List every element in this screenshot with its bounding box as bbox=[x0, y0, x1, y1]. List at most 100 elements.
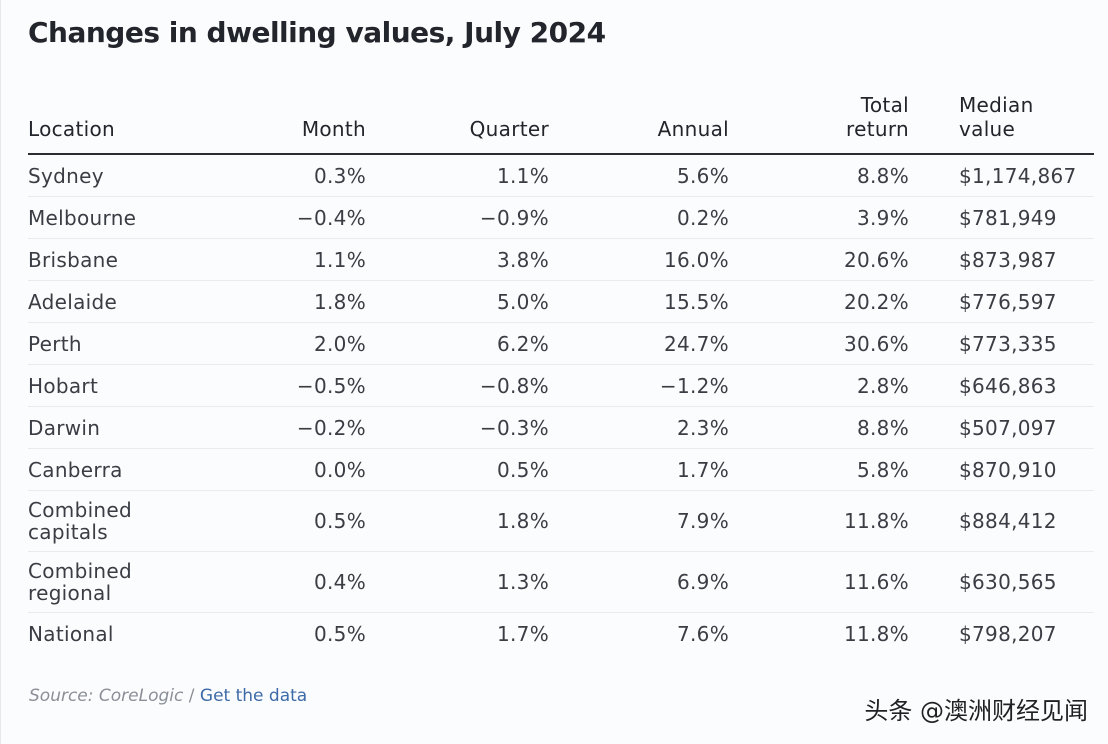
header-quarter: Quarter bbox=[366, 93, 549, 155]
location-label: Perth bbox=[28, 331, 82, 356]
table-row: Combined capitals 0.5% 1.8% 7.9% 11.8% $884,41… bbox=[28, 490, 1094, 552]
cell-annual: 15.5% bbox=[549, 280, 729, 323]
cell-annual: 0.2% bbox=[549, 196, 729, 239]
cell-month: −0.5% bbox=[198, 364, 366, 407]
table-row: Adelaide 1.8% 5.0% 15.5% 20.2% $776,597 bbox=[28, 280, 1094, 323]
table-row: Sydney 0.3% 1.1% 5.6% 8.8% $1,174,867 bbox=[28, 154, 1094, 197]
cell-total-return: 30.6% bbox=[729, 322, 909, 365]
table-row: Hobart −0.5% −0.8% −1.2% 2.8% $646,863 bbox=[28, 364, 1094, 407]
cell-annual: 16.0% bbox=[549, 238, 729, 281]
cell-quarter: 1.7% bbox=[496, 621, 549, 646]
cell-median-value: $884,412 bbox=[909, 490, 1094, 552]
table-row: National 0.5% 1.7% 7.6% 11.8% $798,207 bbox=[28, 613, 1094, 655]
source-separator: / bbox=[183, 686, 200, 706]
cell-month: 0.0% bbox=[198, 448, 366, 491]
location-label: Canberra bbox=[28, 457, 123, 482]
cell-total-return: 11.6% bbox=[729, 551, 909, 613]
cell-quarter: 1.3% bbox=[366, 551, 549, 613]
cell-annual: 7.9% bbox=[549, 490, 729, 552]
table-row: Combined regional 0.4% 1.3% 6.9% 11.6% $630,56… bbox=[28, 551, 1094, 613]
table-row: Canberra 0.0% 0.5% 1.7% 5.8% $870,910 bbox=[28, 448, 1094, 491]
location-label: Melbourne bbox=[28, 205, 137, 230]
header-month: Month bbox=[198, 93, 366, 155]
cell-month: 2.0% bbox=[198, 322, 366, 365]
cell-median-value: $798,207 bbox=[959, 621, 1057, 646]
table-body: Sydney 0.3% 1.1% 5.6% 8.8% $1,174,867 Melbourn… bbox=[28, 154, 1094, 654]
location-label: Sydney bbox=[28, 163, 104, 188]
cell-median-value: $873,987 bbox=[909, 238, 1094, 281]
cell-total-return: 11.8% bbox=[729, 490, 909, 552]
source-label: Source: CoreLogic bbox=[29, 686, 184, 706]
header-median-value: Median value bbox=[909, 93, 1094, 155]
cell-annual: −1.2% bbox=[549, 364, 729, 407]
cell-month: 1.8% bbox=[198, 280, 366, 323]
cell-total-return: 8.8% bbox=[729, 406, 909, 449]
source-note: Source: CoreLogic / Get the data bbox=[29, 686, 307, 706]
header-total-return-line1: Total bbox=[860, 93, 909, 117]
cell-location: Perth bbox=[28, 322, 198, 365]
cell-total-return: 3.9% bbox=[729, 196, 909, 239]
cell-median-value: $1,174,867 bbox=[909, 154, 1094, 197]
cell-median-value: $630,565 bbox=[909, 551, 1094, 613]
cell-total-return: 2.8% bbox=[729, 364, 909, 407]
cell-location: Combined regional bbox=[28, 551, 198, 613]
cell-location: Adelaide bbox=[28, 280, 198, 323]
location-label: Adelaide bbox=[28, 289, 118, 314]
cell-location: Melbourne bbox=[28, 196, 198, 239]
watermark: 头条 @澳洲财经见闻 bbox=[864, 697, 1088, 725]
location-label-line2: regional bbox=[28, 581, 112, 605]
location-label: Darwin bbox=[28, 415, 101, 440]
cell-annual: 24.7% bbox=[549, 322, 729, 365]
header-total-return-line2: return bbox=[846, 117, 909, 141]
cell-location: Combined capitals bbox=[28, 490, 198, 552]
cell-month: 1.1% bbox=[198, 238, 366, 281]
cell-median-value: $646,863 bbox=[909, 364, 1094, 407]
header-total-return: Total return bbox=[729, 93, 909, 155]
cell-median-value: $507,097 bbox=[909, 406, 1094, 449]
cell-total-return: 8.8% bbox=[729, 154, 909, 197]
table-row: Darwin −0.2% −0.3% 2.3% 8.8% $507,097 bbox=[28, 406, 1094, 449]
cell-location: Brisbane bbox=[28, 238, 198, 281]
dwelling-values-table: Location Month Quarter Annual Total retur… bbox=[28, 93, 1094, 654]
cell-annual: 6.9% bbox=[549, 551, 729, 613]
cell-location: Sydney bbox=[28, 154, 198, 197]
chart-title: Changes in dwelling values, July 2024 bbox=[28, 16, 606, 49]
cell-quarter: 1.8% bbox=[366, 490, 549, 552]
cell-annual: 5.6% bbox=[549, 154, 729, 197]
cell-month: 0.3% bbox=[198, 154, 366, 197]
cell-median-value: $776,597 bbox=[909, 280, 1094, 323]
location-label: Combined bbox=[28, 498, 133, 522]
table-header-row: Location Month Quarter Annual Total retur… bbox=[28, 93, 1094, 155]
cell-month: 0.5% bbox=[198, 490, 366, 552]
cell-median-value: $781,949 bbox=[909, 196, 1094, 239]
cell-total-return: 20.2% bbox=[729, 280, 909, 323]
cell-quarter: 5.0% bbox=[366, 280, 549, 323]
cell-annual: 7.6% bbox=[676, 621, 729, 646]
cell-median-value: $870,910 bbox=[909, 448, 1094, 491]
cell-month: 0.4% bbox=[198, 551, 366, 613]
get-the-data-link[interactable]: Get the data bbox=[199, 686, 308, 706]
cell-location: Canberra bbox=[28, 448, 198, 491]
header-median-line1: Median bbox=[959, 93, 1034, 117]
table-row: Perth 2.0% 6.2% 24.7% 30.6% $773,335 bbox=[28, 322, 1094, 365]
table-row: Brisbane 1.1% 3.8% 16.0% 20.6% $873,987 bbox=[28, 238, 1094, 281]
cell-total-return: 5.8% bbox=[729, 448, 909, 491]
cell-month: 0.5% bbox=[313, 621, 366, 646]
cell-median-value: $773,335 bbox=[909, 322, 1094, 365]
cell-annual: 1.7% bbox=[549, 448, 729, 491]
cell-quarter: 1.1% bbox=[366, 154, 549, 197]
cell-quarter: −0.9% bbox=[366, 196, 549, 239]
location-label: Hobart bbox=[28, 373, 99, 398]
header-location: Location bbox=[28, 93, 198, 155]
cell-total-return: 11.8% bbox=[843, 621, 909, 646]
cell-location: Hobart bbox=[28, 364, 198, 407]
location-label: Brisbane bbox=[28, 247, 119, 272]
cell-quarter: −0.3% bbox=[366, 406, 549, 449]
cell-quarter: −0.8% bbox=[366, 364, 549, 407]
cell-month: −0.4% bbox=[198, 196, 366, 239]
cell-month: −0.2% bbox=[198, 406, 366, 449]
location-label: National bbox=[28, 621, 114, 646]
table-row: Melbourne −0.4% −0.9% 0.2% 3.9% $781,949 bbox=[28, 196, 1094, 239]
location-label: Combined bbox=[28, 559, 133, 583]
